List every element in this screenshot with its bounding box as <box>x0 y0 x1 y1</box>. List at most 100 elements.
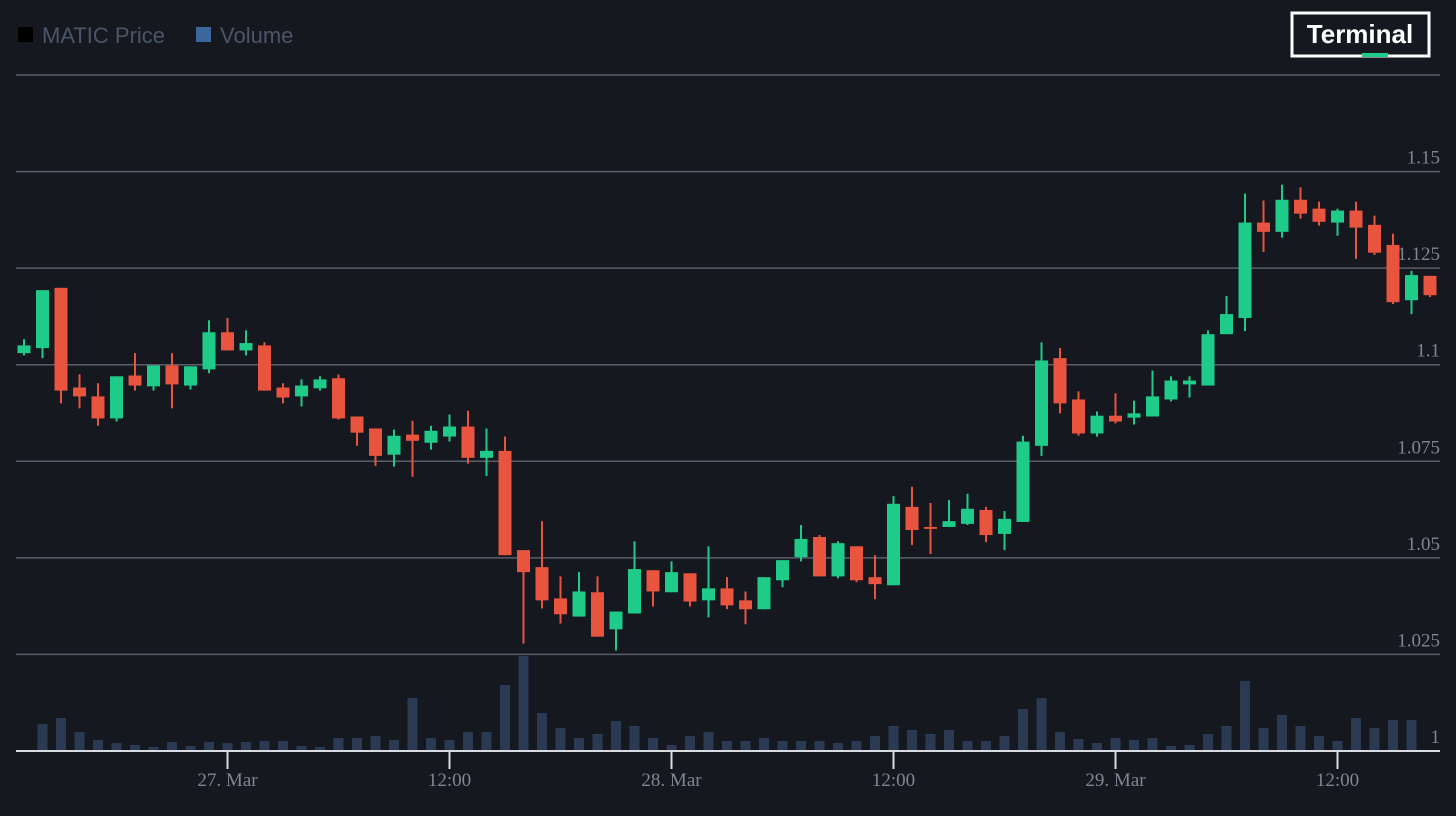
volume-bar <box>1166 746 1176 751</box>
candle-body <box>739 600 752 610</box>
candle-body <box>998 518 1011 534</box>
volume-bar <box>796 741 806 751</box>
candle-body <box>961 508 974 524</box>
candle-body <box>868 577 882 585</box>
volume-bar <box>1221 726 1232 751</box>
candle-body <box>1201 334 1215 386</box>
candle-body <box>1220 314 1233 335</box>
candle-body <box>73 387 86 397</box>
candle-body <box>295 385 308 397</box>
candle-body <box>1035 360 1048 446</box>
logo: Terminal <box>1290 11 1431 58</box>
candle-body <box>313 379 327 389</box>
candle-body <box>1423 275 1437 296</box>
y-tick-label: 1 <box>1431 727 1441 748</box>
volume-bar <box>444 740 455 751</box>
candle-body <box>1368 224 1381 253</box>
candle-body <box>54 287 68 391</box>
volume-bar <box>1129 740 1139 751</box>
volume-bar <box>296 746 307 751</box>
candle-body <box>202 332 216 370</box>
volume-bar <box>1314 736 1324 751</box>
candle-body <box>387 435 401 455</box>
candle-body <box>1257 222 1270 232</box>
candle-body <box>757 577 771 610</box>
candle-body <box>609 611 623 630</box>
candle-body <box>1275 199 1289 232</box>
logo-text: Terminal <box>1307 19 1413 49</box>
volume-bar <box>278 741 288 751</box>
candle-body <box>628 569 641 614</box>
candle-body <box>480 450 493 458</box>
volume-bar <box>814 741 825 751</box>
y-tick-label: 1.05 <box>1407 534 1440 555</box>
volume-bar <box>962 741 973 751</box>
volume-bar <box>740 741 751 751</box>
legend-swatch <box>196 27 211 42</box>
candle-body <box>1016 441 1030 522</box>
volume-bar <box>1406 720 1417 751</box>
volume-bar <box>611 721 621 751</box>
volume-bar <box>333 738 344 751</box>
volume-bar <box>925 734 936 751</box>
candle-body <box>147 365 160 387</box>
y-tick-label: 1.125 <box>1397 244 1440 265</box>
volume-bar <box>722 741 732 751</box>
volume-bar <box>463 732 473 751</box>
volume-bar <box>370 736 381 751</box>
candle-body <box>887 503 900 586</box>
candle-body <box>165 365 179 385</box>
volume-bar <box>870 736 880 751</box>
volume-bar <box>500 685 510 751</box>
volume-bar <box>389 740 399 751</box>
candle-body <box>1127 413 1141 418</box>
candle-body <box>36 290 49 349</box>
x-tick-label: 28. Mar <box>641 770 702 791</box>
x-tick-label: 29. Mar <box>1085 770 1146 791</box>
candle-body <box>1331 210 1344 223</box>
volume-bar <box>703 732 714 751</box>
volume-bar <box>666 745 677 751</box>
candle-body <box>905 506 919 531</box>
candle-body <box>1164 380 1178 400</box>
x-tick-label: 12:00 <box>1316 770 1359 791</box>
volume-bar <box>315 747 325 751</box>
volume-bar <box>1184 745 1195 751</box>
volume-bar <box>777 741 788 751</box>
volume-bar <box>37 724 48 751</box>
y-tick-label: 1.15 <box>1407 148 1440 169</box>
candle-body <box>665 572 678 593</box>
volume-bar <box>629 726 640 751</box>
volume-bar <box>241 742 251 751</box>
candle-body <box>979 509 993 536</box>
candle-body <box>1109 415 1122 422</box>
y-tick-label: 1.1 <box>1416 341 1440 362</box>
candle-body <box>1238 222 1252 318</box>
volume-bar <box>1332 741 1343 751</box>
volume-bar <box>574 738 584 751</box>
volume-bar <box>981 741 991 751</box>
volume-bar <box>93 740 103 751</box>
candle-body <box>776 560 789 581</box>
volume-bar <box>1036 698 1047 751</box>
volume-bar <box>222 743 233 751</box>
volume-bar <box>130 745 140 751</box>
candle-body <box>443 426 456 437</box>
volume-bar <box>185 746 196 751</box>
volume-bar <box>426 738 436 751</box>
legend-swatch <box>18 27 33 42</box>
candle-body <box>350 416 364 433</box>
candle-body <box>91 396 105 419</box>
candle-body <box>646 570 660 592</box>
candle-body <box>17 345 31 354</box>
candle-body <box>535 567 549 601</box>
volume-bar <box>555 728 566 751</box>
volume-bar <box>685 736 695 751</box>
candle-body <box>239 343 253 351</box>
volume-bar <box>888 726 899 751</box>
candle-body <box>184 366 197 386</box>
volume-bar <box>851 741 862 751</box>
volume-bar <box>1369 728 1380 751</box>
candle-body <box>517 550 530 573</box>
